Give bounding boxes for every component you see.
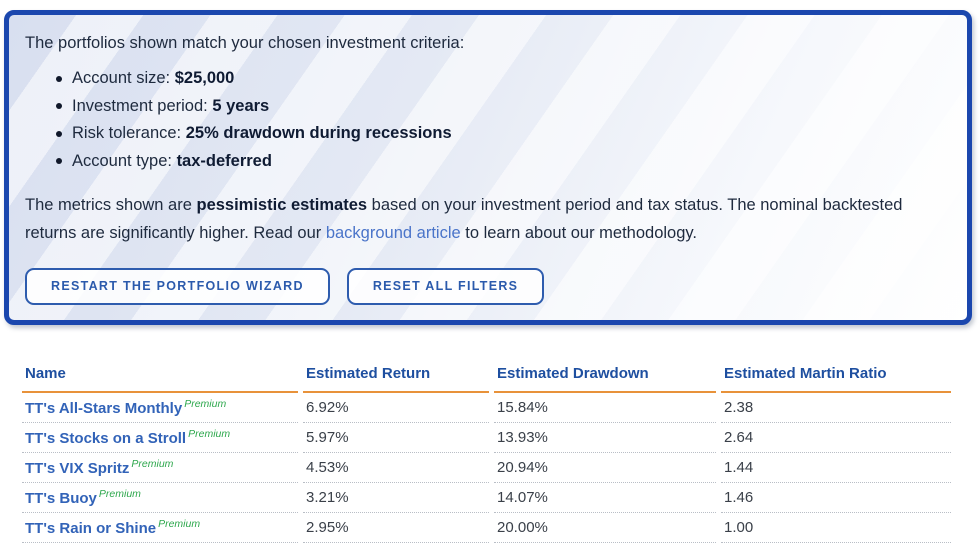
- header-row: Name Estimated Return Estimated Drawdown…: [22, 358, 951, 393]
- estimated-martin-ratio-cell: 2.38: [721, 393, 951, 423]
- criteria-label: Risk tolerance:: [72, 124, 186, 142]
- premium-badge: Premium: [184, 398, 227, 410]
- estimated-martin-ratio-cell: 1.00: [721, 513, 951, 543]
- criteria-value: $25,000: [174, 69, 235, 87]
- column-header-estimated-return: Estimated Return: [303, 358, 489, 393]
- estimated-return-cell: 3.21%: [303, 483, 489, 513]
- criteria-card: The portfolios shown match your chosen i…: [4, 10, 972, 325]
- estimated-drawdown-cell: 15.84%: [494, 393, 716, 423]
- background-article-link[interactable]: background article: [325, 223, 461, 242]
- portfolio-link[interactable]: TT's VIX Spritz: [25, 460, 130, 477]
- column-header-name: Name: [22, 358, 298, 393]
- portfolio-table-body: TT's All-Stars Monthly Premium 6.92% 15.8…: [22, 393, 951, 543]
- estimated-drawdown-cell: 13.93%: [494, 423, 716, 453]
- portfolio-link[interactable]: TT's Rain or Shine: [25, 520, 157, 537]
- criteria-list: Account size: $25,000 Investment period:…: [25, 70, 947, 170]
- estimated-drawdown-cell: 20.94%: [494, 453, 716, 483]
- portfolio-name-cell: TT's VIX Spritz Premium: [22, 453, 298, 483]
- portfolio-name-cell: TT's All-Stars Monthly Premium: [22, 393, 298, 423]
- criteria-intro-text: The portfolios shown match your chosen i…: [25, 34, 465, 52]
- estimated-martin-ratio-cell: 2.64: [721, 423, 951, 453]
- criteria-value: 25% drawdown during recessions: [185, 124, 452, 142]
- estimated-martin-ratio-cell: 1.46: [721, 483, 951, 513]
- portfolio-table: Name Estimated Return Estimated Drawdown…: [17, 358, 956, 543]
- portfolio-link[interactable]: TT's All-Stars Monthly: [25, 400, 183, 417]
- portfolio-link[interactable]: TT's Buoy: [25, 490, 97, 507]
- premium-badge: Premium: [131, 458, 174, 470]
- estimated-return-cell: 5.97%: [303, 423, 489, 453]
- estimated-drawdown-cell: 20.00%: [494, 513, 716, 543]
- criteria-item-account-type: Account type: tax-deferred: [56, 151, 947, 170]
- criteria-value: 5 years: [212, 96, 270, 115]
- estimated-return-cell: 2.95%: [303, 513, 489, 543]
- estimated-return-cell: 6.92%: [303, 393, 489, 423]
- criteria-value: tax-deferred: [176, 151, 272, 170]
- criteria-label: Account size:: [72, 69, 175, 87]
- note-text: The metrics shown are: [25, 195, 197, 214]
- portfolio-name-cell: TT's Rain or Shine Premium: [22, 513, 298, 543]
- table-row: TT's All-Stars Monthly Premium 6.92% 15.8…: [22, 393, 951, 423]
- table-row: TT's VIX Spritz Premium 4.53% 20.94% 1.44: [22, 453, 951, 483]
- table-row: TT's Stocks on a Stroll Premium 5.97% 13.…: [22, 423, 951, 453]
- reset-filters-button[interactable]: RESET ALL FILTERS: [346, 267, 545, 305]
- premium-badge: Premium: [158, 518, 201, 530]
- note-bold-text: pessimistic estimates: [196, 195, 368, 214]
- note-text: based on your investment period and tax …: [25, 195, 903, 242]
- methodology-note: The metrics shown are pessimistic estima…: [25, 191, 947, 247]
- card-button-row: RESTART THE PORTFOLIO WIZARD RESET ALL F…: [25, 267, 947, 305]
- criteria-item-risk-tolerance: Risk tolerance: 25% drawdown during rece…: [56, 124, 947, 142]
- note-text: to learn about our methodology.: [460, 223, 698, 242]
- criteria-item-account-size: Account size: $25,000: [56, 69, 947, 87]
- column-header-estimated-martin-ratio: Estimated Martin Ratio: [721, 358, 951, 393]
- premium-badge: Premium: [188, 428, 231, 440]
- portfolio-name-cell: TT's Buoy Premium: [22, 483, 298, 513]
- criteria-label: Account type:: [72, 151, 177, 170]
- premium-badge: Premium: [98, 488, 141, 500]
- criteria-label: Investment period:: [72, 96, 213, 115]
- column-header-estimated-drawdown: Estimated Drawdown: [494, 358, 716, 393]
- estimated-martin-ratio-cell: 1.44: [721, 453, 951, 483]
- portfolio-link[interactable]: TT's Stocks on a Stroll: [25, 430, 187, 447]
- portfolio-name-cell: TT's Stocks on a Stroll Premium: [22, 423, 298, 453]
- criteria-item-investment-period: Investment period: 5 years: [56, 96, 947, 115]
- restart-wizard-button[interactable]: RESTART THE PORTFOLIO WIZARD: [25, 267, 330, 305]
- estimated-drawdown-cell: 14.07%: [494, 483, 716, 513]
- estimated-return-cell: 4.53%: [303, 453, 489, 483]
- portfolio-table-head: Name Estimated Return Estimated Drawdown…: [22, 358, 951, 393]
- table-row: TT's Rain or Shine Premium 2.95% 20.00% 1…: [22, 513, 951, 543]
- table-row: TT's Buoy Premium 3.21% 14.07% 1.46: [22, 483, 951, 513]
